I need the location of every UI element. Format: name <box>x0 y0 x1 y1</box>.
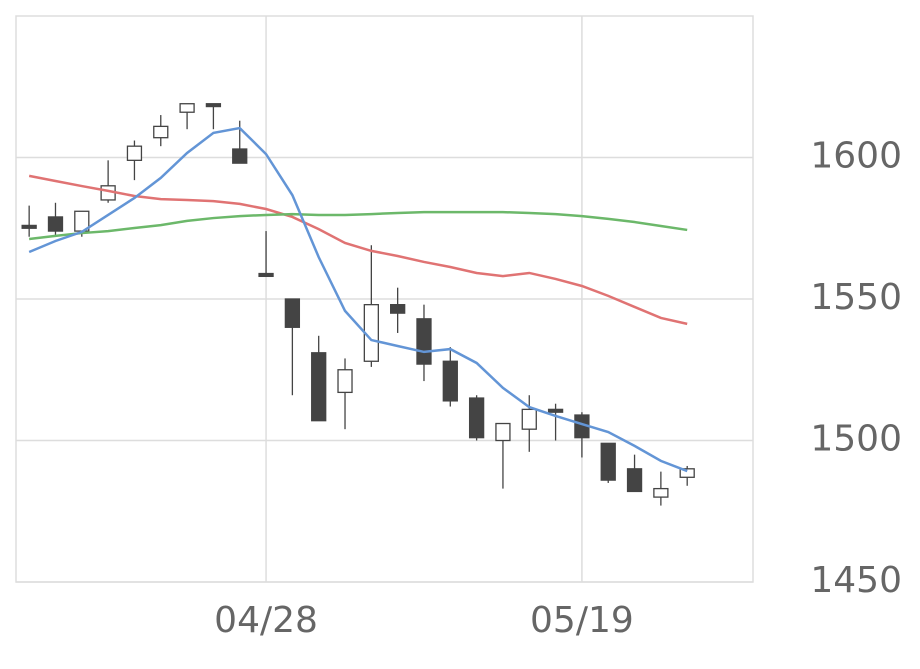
x-tick-label: 05/19 <box>530 600 634 641</box>
y-tick-label: 1550 <box>810 277 902 318</box>
candle-body <box>600 442 616 481</box>
candle-body <box>495 422 511 442</box>
candle-body <box>679 468 695 478</box>
candle-body <box>442 360 458 402</box>
candle-body <box>337 369 353 394</box>
candle-body <box>390 304 406 314</box>
candle-body <box>232 148 248 164</box>
candle-body <box>21 224 37 229</box>
moving-average-line <box>28 174 688 326</box>
y-tick-label: 1500 <box>810 419 902 460</box>
x-tick-label: 04/28 <box>214 600 318 641</box>
candle-body <box>626 468 643 493</box>
candle-body <box>284 298 301 328</box>
candle-body <box>126 145 143 161</box>
moving-average-line <box>28 126 688 473</box>
candle-body <box>547 408 564 413</box>
moving-average-line <box>29 210 688 241</box>
candle-body <box>416 318 432 365</box>
candle-body <box>468 397 485 439</box>
candle-body <box>179 103 195 113</box>
y-tick-label: 1450 <box>810 560 902 601</box>
candle-body <box>311 352 327 422</box>
candle-body <box>653 487 669 498</box>
candle-body <box>521 408 537 430</box>
candle-body <box>153 125 169 139</box>
candle-body <box>258 272 274 278</box>
candle-body <box>47 216 64 232</box>
y-tick-label: 1600 <box>810 136 902 177</box>
candle-body <box>205 103 222 108</box>
